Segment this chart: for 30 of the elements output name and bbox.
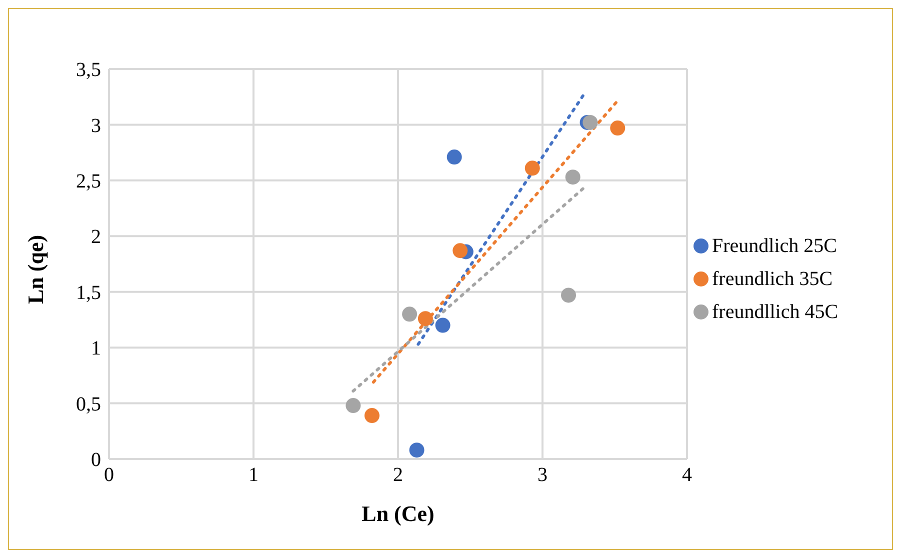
point — [346, 398, 361, 414]
y-tick-label: 1,5 — [76, 282, 101, 304]
point — [402, 306, 418, 322]
y-axis-title: Ln (qe) — [22, 234, 48, 304]
y-tick-label: 0,5 — [76, 393, 101, 416]
y-tick-label: 2 — [91, 226, 101, 248]
point — [524, 160, 540, 176]
legend-label: Freundlich 25C — [712, 234, 837, 258]
point — [435, 318, 450, 333]
y-tick-label: 3,5 — [76, 59, 101, 82]
x-tick-label: 1 — [248, 464, 258, 486]
legend-label: freundlich 35C — [712, 268, 833, 290]
y-tick-label: 3 — [91, 114, 101, 137]
point — [565, 170, 580, 185]
point — [364, 408, 380, 424]
x-tick-label: 2 — [393, 464, 403, 486]
x-axis-title: Ln (Ce) — [362, 501, 434, 526]
y-tick-label: 2,5 — [76, 170, 101, 193]
y-tick-label: 0 — [91, 449, 101, 472]
point — [446, 150, 462, 165]
x-tick-label: 3 — [538, 464, 548, 486]
point — [452, 243, 468, 258]
point — [409, 442, 424, 458]
point — [582, 114, 598, 130]
y-tick-label: 1 — [91, 338, 101, 360]
x-tick-label: 4 — [682, 464, 692, 486]
legend-label: freundllich 45C — [712, 300, 838, 324]
point — [561, 288, 576, 303]
point — [610, 120, 626, 136]
point — [418, 311, 433, 326]
